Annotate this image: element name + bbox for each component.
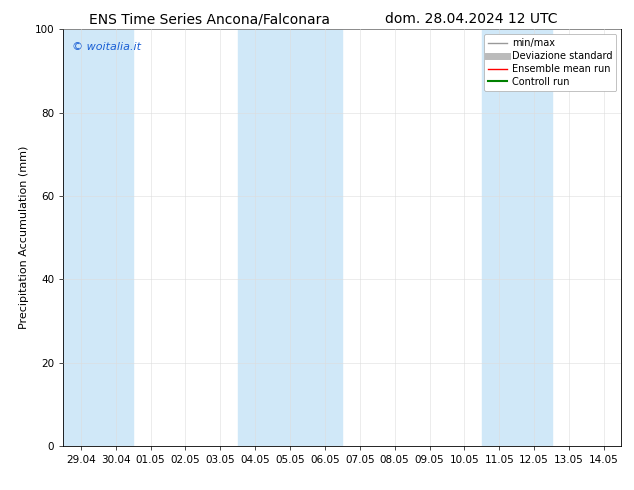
Text: © woitalia.it: © woitalia.it [72, 42, 141, 52]
Bar [482, 29, 552, 446]
Text: dom. 28.04.2024 12 UTC: dom. 28.04.2024 12 UTC [385, 12, 558, 26]
Text: ENS Time Series Ancona/Falconara: ENS Time Series Ancona/Falconara [89, 12, 330, 26]
Bar [238, 29, 342, 446]
Y-axis label: Precipitation Accumulation (mm): Precipitation Accumulation (mm) [19, 146, 29, 329]
Legend: min/max, Deviazione standard, Ensemble mean run, Controll run: min/max, Deviazione standard, Ensemble m… [484, 34, 616, 91]
Bar [63, 29, 133, 446]
